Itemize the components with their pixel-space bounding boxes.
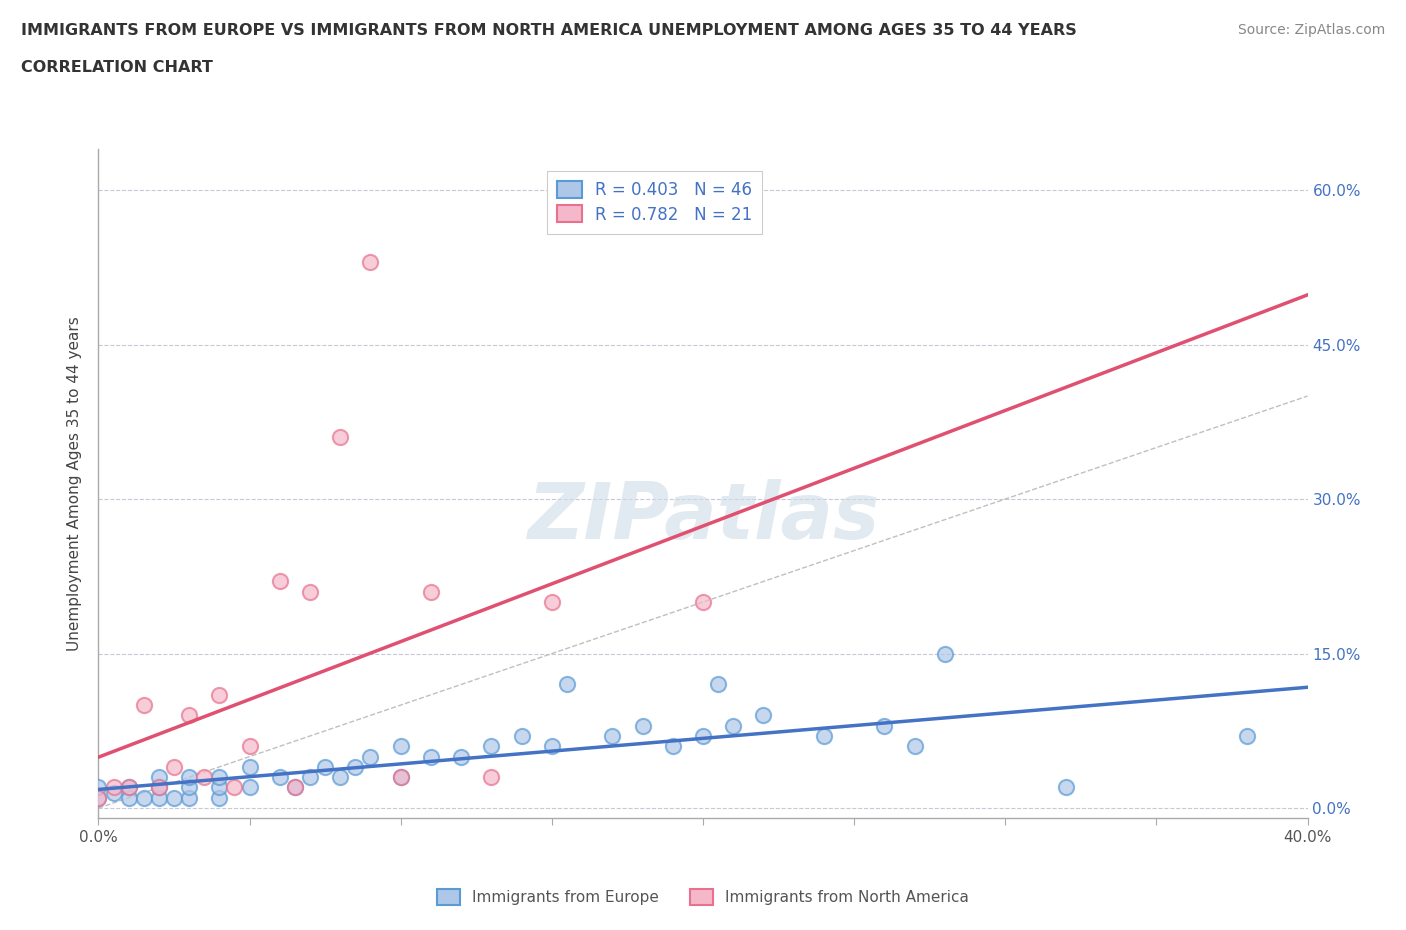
Point xyxy=(118,780,141,795)
Point xyxy=(87,780,110,795)
Point xyxy=(208,687,231,702)
Point xyxy=(179,708,201,723)
Point xyxy=(631,718,654,733)
Point xyxy=(481,738,503,753)
Point xyxy=(540,738,562,753)
Point xyxy=(299,770,322,785)
Point xyxy=(87,790,110,805)
Point xyxy=(873,718,896,733)
Point xyxy=(314,760,336,775)
Point xyxy=(239,738,262,753)
Point xyxy=(1054,780,1077,795)
Text: IMMIGRANTS FROM EUROPE VS IMMIGRANTS FROM NORTH AMERICA UNEMPLOYMENT AMONG AGES : IMMIGRANTS FROM EUROPE VS IMMIGRANTS FRO… xyxy=(21,23,1077,38)
Point xyxy=(269,770,291,785)
Point xyxy=(481,770,503,785)
Point xyxy=(148,780,170,795)
Point xyxy=(118,780,141,795)
Point xyxy=(420,750,443,764)
Text: CORRELATION CHART: CORRELATION CHART xyxy=(21,60,212,75)
Point xyxy=(540,594,562,609)
Point xyxy=(510,728,533,743)
Point xyxy=(148,780,170,795)
Point xyxy=(1236,728,1258,743)
Point xyxy=(132,790,155,805)
Point xyxy=(389,770,412,785)
Point xyxy=(148,790,170,805)
Point xyxy=(239,760,262,775)
Point xyxy=(450,750,472,764)
Point xyxy=(163,760,186,775)
Point xyxy=(389,738,412,753)
Legend: Immigrants from Europe, Immigrants from North America: Immigrants from Europe, Immigrants from … xyxy=(430,882,976,913)
Point xyxy=(224,780,246,795)
Point xyxy=(934,646,956,661)
Text: Source: ZipAtlas.com: Source: ZipAtlas.com xyxy=(1237,23,1385,37)
Point xyxy=(813,728,835,743)
Point xyxy=(148,770,170,785)
Point xyxy=(692,728,714,743)
Point xyxy=(602,728,624,743)
Point xyxy=(132,698,155,712)
Point xyxy=(284,780,307,795)
Point xyxy=(692,594,714,609)
Point xyxy=(329,770,352,785)
Point xyxy=(299,584,322,599)
Point xyxy=(179,790,201,805)
Point xyxy=(239,780,262,795)
Point xyxy=(163,790,186,805)
Point xyxy=(87,790,110,805)
Point xyxy=(103,780,125,795)
Y-axis label: Unemployment Among Ages 35 to 44 years: Unemployment Among Ages 35 to 44 years xyxy=(67,316,83,651)
Point xyxy=(269,574,291,589)
Point xyxy=(179,770,201,785)
Legend: R = 0.403   N = 46, R = 0.782   N = 21: R = 0.403 N = 46, R = 0.782 N = 21 xyxy=(547,170,762,233)
Point xyxy=(103,785,125,800)
Text: ZIPatlas: ZIPatlas xyxy=(527,479,879,555)
Point xyxy=(179,780,201,795)
Point xyxy=(904,738,927,753)
Point xyxy=(118,790,141,805)
Point xyxy=(389,770,412,785)
Point xyxy=(723,718,745,733)
Point xyxy=(208,770,231,785)
Point xyxy=(661,738,683,753)
Point xyxy=(208,780,231,795)
Point xyxy=(420,584,443,599)
Point xyxy=(193,770,215,785)
Point xyxy=(284,780,307,795)
Point xyxy=(752,708,775,723)
Point xyxy=(208,790,231,805)
Point xyxy=(344,760,367,775)
Point xyxy=(555,677,578,692)
Point xyxy=(360,255,382,270)
Point xyxy=(707,677,730,692)
Point xyxy=(360,750,382,764)
Point xyxy=(329,430,352,445)
